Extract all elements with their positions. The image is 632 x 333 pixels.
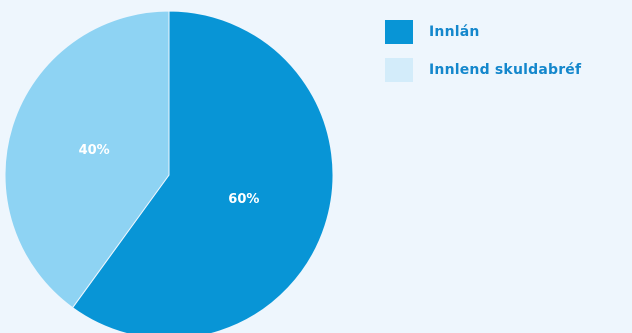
chart-legend: Innlán Innlend skuldabréf xyxy=(385,20,581,96)
legend-item-innlan: Innlán xyxy=(385,20,581,44)
legend-label-innlend-skuldabref: Innlend skuldabréf xyxy=(429,62,582,78)
pie-slice-label-0: 60% xyxy=(228,192,259,207)
legend-swatch-innlend-skuldabref xyxy=(385,58,413,82)
pie-slice-label-1: 40% xyxy=(79,143,110,158)
legend-label-innlan: Innlán xyxy=(429,24,480,40)
pie-slice-1 xyxy=(4,10,170,309)
legend-item-innlend-skuldabref: Innlend skuldabréf xyxy=(385,58,581,82)
pie-slice-0 xyxy=(71,10,334,333)
legend-swatch-innlan xyxy=(385,20,413,44)
